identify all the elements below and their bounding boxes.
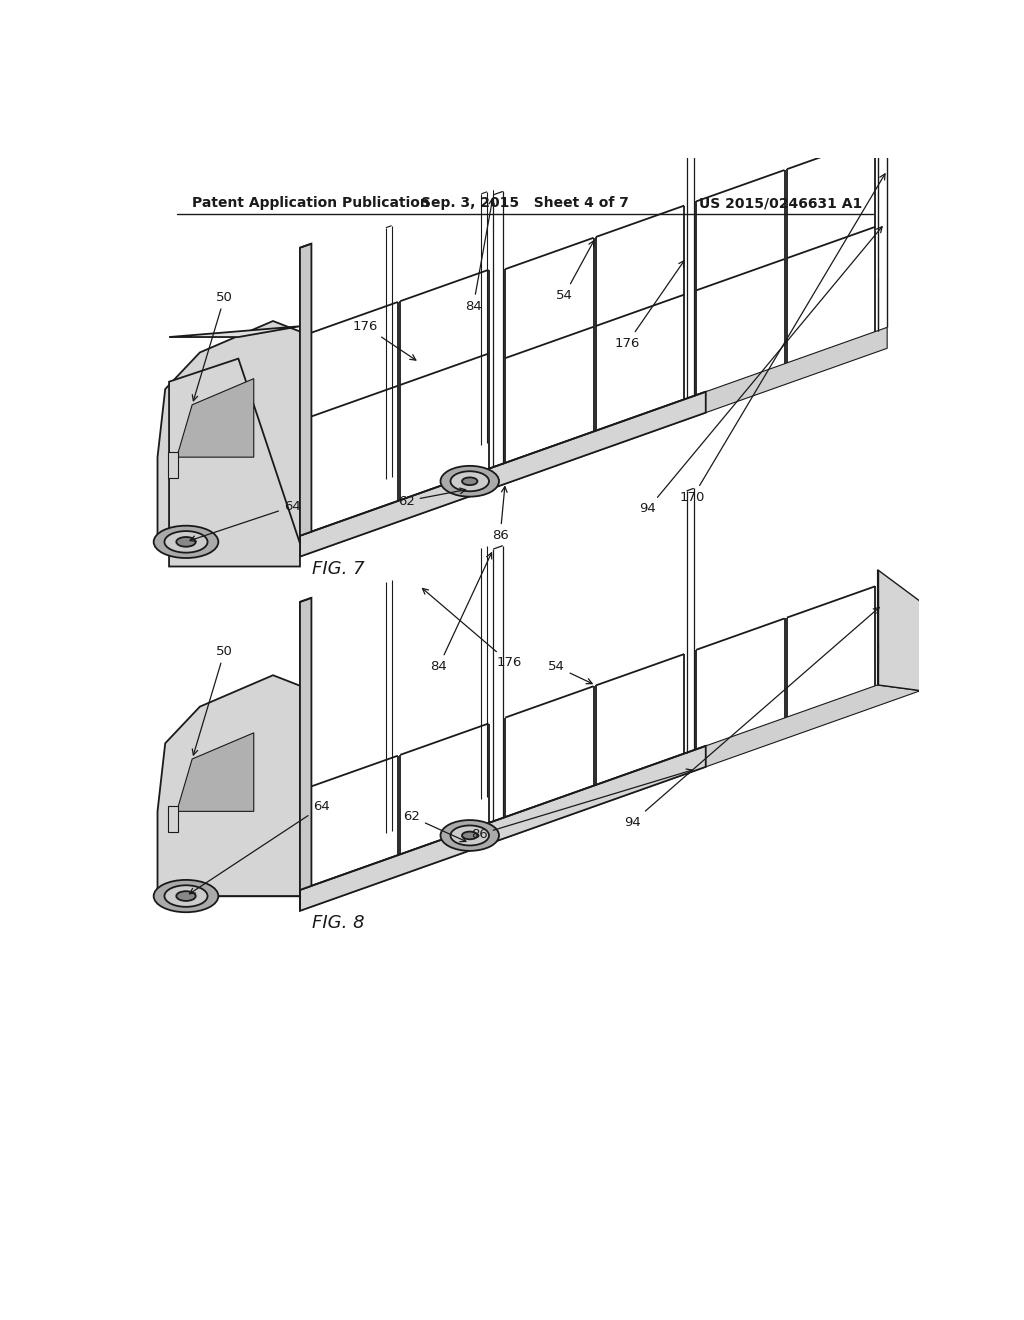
Polygon shape [300, 598, 311, 890]
Polygon shape [494, 545, 503, 549]
Polygon shape [878, 685, 964, 697]
Polygon shape [300, 746, 706, 890]
Text: Patent Application Publication: Patent Application Publication [193, 197, 430, 210]
Text: 86: 86 [492, 487, 509, 543]
Text: 94: 94 [640, 227, 882, 515]
Polygon shape [400, 723, 488, 755]
Ellipse shape [154, 525, 218, 558]
Text: FIG. 8: FIG. 8 [312, 915, 365, 932]
Polygon shape [596, 294, 684, 326]
Polygon shape [300, 392, 706, 557]
Ellipse shape [154, 880, 218, 912]
Ellipse shape [165, 531, 208, 553]
Polygon shape [696, 170, 784, 202]
Polygon shape [786, 586, 876, 618]
Polygon shape [505, 686, 594, 718]
Polygon shape [309, 385, 398, 417]
Polygon shape [158, 676, 300, 896]
Polygon shape [596, 653, 684, 685]
Polygon shape [386, 226, 391, 227]
Polygon shape [300, 655, 964, 911]
Polygon shape [687, 135, 694, 137]
Polygon shape [505, 238, 594, 269]
Text: 62: 62 [403, 810, 466, 842]
Polygon shape [494, 191, 503, 195]
Polygon shape [786, 137, 876, 169]
Text: 84: 84 [465, 199, 495, 313]
Polygon shape [300, 244, 311, 536]
Ellipse shape [165, 886, 208, 907]
Polygon shape [300, 746, 706, 911]
Polygon shape [309, 755, 398, 787]
Text: US 2015/0246631 A1: US 2015/0246631 A1 [698, 197, 862, 210]
Text: 176: 176 [352, 319, 416, 360]
Text: 176: 176 [423, 589, 522, 669]
Polygon shape [696, 619, 784, 649]
Polygon shape [687, 488, 694, 491]
Polygon shape [177, 379, 254, 457]
Polygon shape [505, 327, 594, 358]
Text: 54: 54 [556, 240, 594, 302]
Ellipse shape [451, 471, 489, 491]
Polygon shape [696, 259, 784, 290]
Ellipse shape [440, 820, 499, 851]
Polygon shape [168, 807, 178, 833]
Ellipse shape [462, 832, 477, 840]
Text: 50: 50 [193, 644, 232, 755]
Polygon shape [300, 327, 887, 557]
Polygon shape [786, 227, 876, 259]
Text: FIG. 7: FIG. 7 [312, 560, 365, 578]
Polygon shape [300, 598, 311, 602]
Text: 54: 54 [548, 660, 592, 684]
Polygon shape [596, 206, 684, 238]
Text: Sep. 3, 2015   Sheet 4 of 7: Sep. 3, 2015 Sheet 4 of 7 [421, 197, 629, 210]
Text: 50: 50 [193, 290, 232, 401]
Polygon shape [169, 326, 300, 337]
Polygon shape [309, 302, 398, 334]
Text: 176: 176 [614, 260, 684, 350]
Polygon shape [878, 133, 887, 137]
Text: 84: 84 [430, 553, 492, 673]
Polygon shape [400, 354, 488, 385]
Text: 94: 94 [625, 607, 880, 829]
Polygon shape [481, 191, 487, 194]
Text: 86: 86 [471, 770, 692, 841]
Ellipse shape [451, 825, 489, 846]
Polygon shape [169, 359, 300, 566]
Text: 170: 170 [680, 174, 885, 504]
Ellipse shape [440, 466, 499, 496]
Text: 64: 64 [190, 500, 301, 541]
Polygon shape [177, 733, 254, 812]
Polygon shape [158, 321, 300, 543]
Polygon shape [300, 392, 706, 536]
Polygon shape [300, 244, 311, 248]
Ellipse shape [176, 891, 196, 902]
Polygon shape [400, 269, 488, 301]
Ellipse shape [462, 478, 477, 486]
Text: 62: 62 [397, 488, 466, 508]
Text: 64: 64 [189, 800, 330, 894]
Polygon shape [168, 451, 178, 478]
Polygon shape [878, 570, 964, 697]
Ellipse shape [176, 537, 196, 546]
